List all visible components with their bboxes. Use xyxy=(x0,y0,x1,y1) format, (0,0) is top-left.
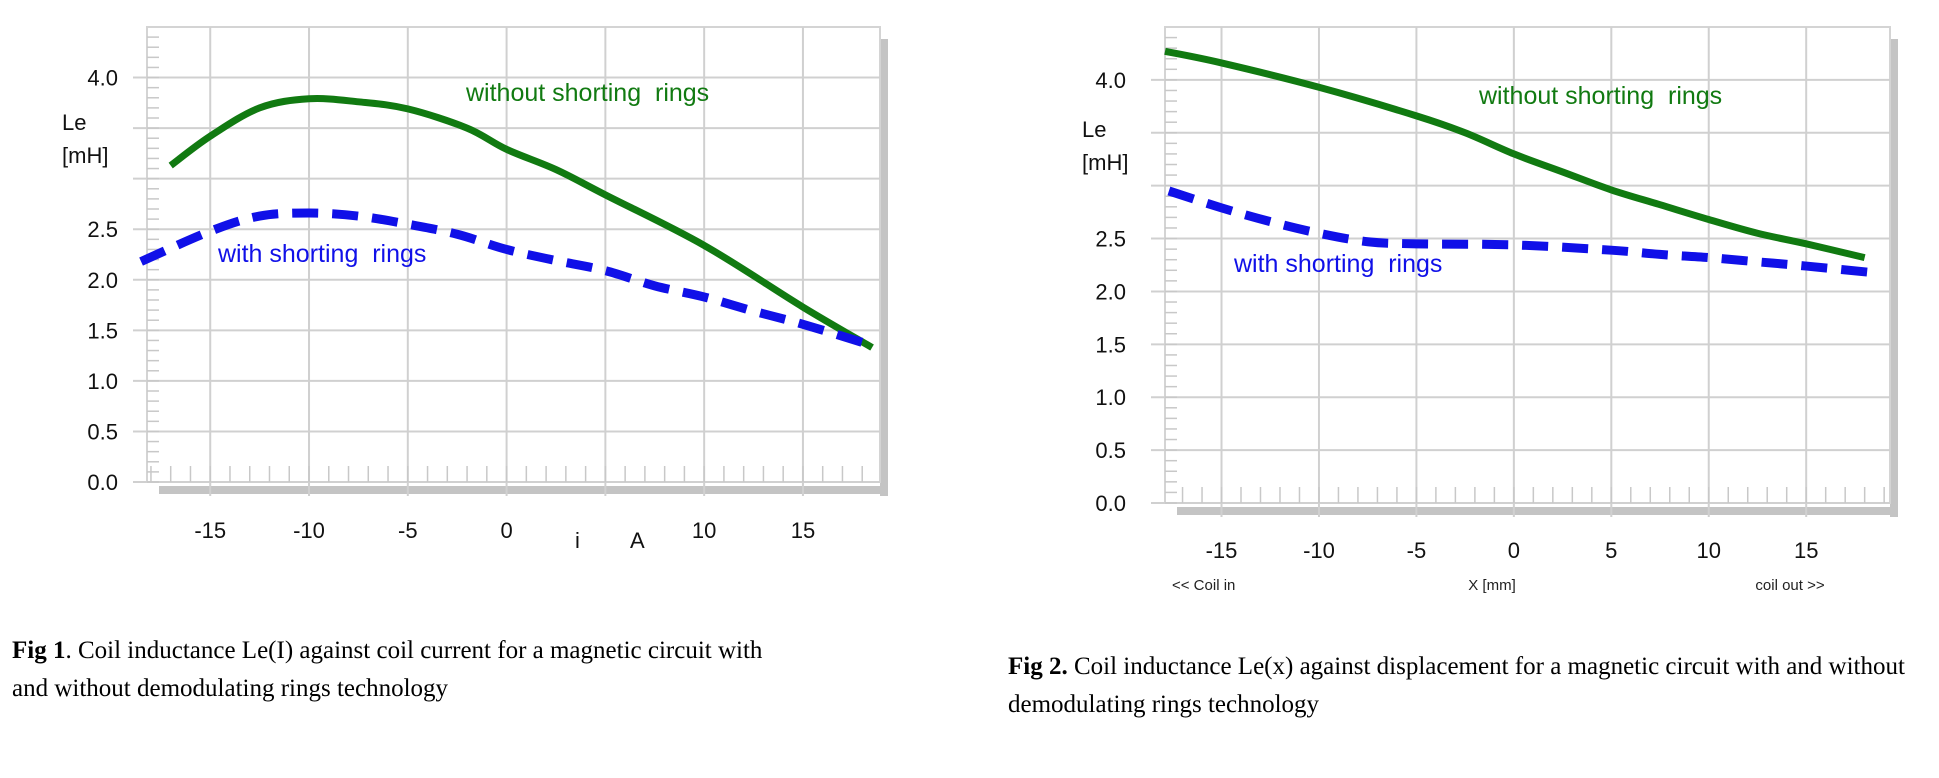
figure-2-caption: Fig 2. Coil inductance Le(x) against dis… xyxy=(1008,648,1928,724)
caption-label: Fig 1 xyxy=(12,637,66,664)
y-tick-label: 1.0 xyxy=(87,369,118,394)
series-label: without shorting rings xyxy=(1478,82,1722,110)
y-tick-label: 2.5 xyxy=(1095,227,1126,252)
x-tick-label: 15 xyxy=(1794,538,1818,563)
x-tick-label: 5 xyxy=(1605,538,1617,563)
caption-text: Coil inductance Le(x) against displaceme… xyxy=(1008,653,1905,718)
figure-1-caption: Fig 1. Coil inductance Le(I) against coi… xyxy=(12,632,772,708)
y-tick-label: 1.5 xyxy=(1095,332,1126,357)
series-label: with shorting rings xyxy=(1233,250,1442,278)
plot-shadow-right xyxy=(880,39,888,496)
series-label: without shorting rings xyxy=(465,79,709,107)
y-axis-label: Le xyxy=(62,110,86,135)
y-tick-label: 1.5 xyxy=(87,318,118,343)
y-tick-label: 4.0 xyxy=(1095,68,1126,93)
chart-2: 0.0 0.5 1.0 1.5 2.0 2.5 4.0 Le [mH] -15 -10 -5 0 5 10 1… xyxy=(1082,26,1898,594)
x-axis-left-note: << Coil in xyxy=(1172,577,1235,594)
plot-shadow-bottom xyxy=(1177,507,1898,515)
x-tick-label: 10 xyxy=(692,518,716,543)
x-tick-label: -10 xyxy=(293,518,325,543)
x-tick-label: -15 xyxy=(1206,538,1238,563)
y-tick-label: 1.0 xyxy=(1095,385,1126,410)
y-axis-label: Le xyxy=(1082,117,1106,142)
series-line-with-rings xyxy=(1167,186,1871,277)
plot-shadow-right xyxy=(1890,39,1898,517)
y-tick-label: 0.5 xyxy=(1095,438,1126,463)
x-tick-label: 10 xyxy=(1697,538,1721,563)
x-tick-label: 0 xyxy=(500,518,512,543)
y-tick-label: 2.5 xyxy=(87,217,118,242)
x-tick-label: -5 xyxy=(398,518,418,543)
x-axis-label: X [mm] xyxy=(1468,577,1516,594)
x-tick-label: 0 xyxy=(1508,538,1520,563)
y-tick-label: 2.0 xyxy=(1095,279,1126,304)
caption-text: . Coil inductance Le(I) against coil cur… xyxy=(12,637,763,702)
x-tick-label: -15 xyxy=(194,518,226,543)
y-tick-label: 0.0 xyxy=(87,470,118,495)
x-axis-right-note: coil out >> xyxy=(1755,577,1824,594)
plot-shadow-bottom xyxy=(159,486,888,494)
x-axis-label: A xyxy=(630,528,645,553)
chart-1: 0.0 0.5 1.0 1.5 2.0 2.5 4.0Le [mH] -15 -10 -5 0 10 15… xyxy=(62,26,888,553)
y-tick-label: 0.0 xyxy=(1095,491,1126,516)
series-label: with shorting rings xyxy=(217,240,426,268)
y-axis-label: [mH] xyxy=(62,143,108,168)
x-tick-label: -5 xyxy=(1407,538,1427,563)
y-axis-label: [mH] xyxy=(1082,150,1128,175)
caption-label: Fig 2. xyxy=(1008,653,1068,680)
series-line-without-rings xyxy=(168,95,874,351)
y-tick-label: 2.0 xyxy=(87,268,118,293)
series-line-with-rings xyxy=(139,208,874,350)
x-tick-label: -10 xyxy=(1303,538,1335,563)
y-tick-label: 4.0 xyxy=(87,66,118,91)
y-tick-label: 0.5 xyxy=(87,419,118,444)
x-axis-label: i xyxy=(575,528,580,553)
x-tick-label: 15 xyxy=(791,518,815,543)
series-line-without-rings xyxy=(1164,47,1866,262)
